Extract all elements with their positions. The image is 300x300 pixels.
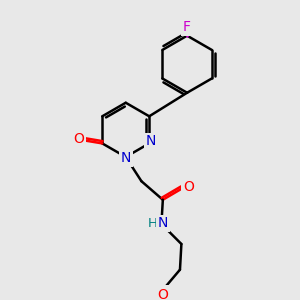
Text: O: O: [183, 180, 194, 194]
Text: H: H: [147, 217, 157, 230]
Text: N: N: [121, 152, 131, 165]
Text: O: O: [74, 132, 84, 146]
Text: O: O: [158, 288, 168, 300]
Text: N: N: [158, 217, 168, 230]
Text: F: F: [183, 20, 191, 34]
Text: N: N: [146, 134, 156, 148]
